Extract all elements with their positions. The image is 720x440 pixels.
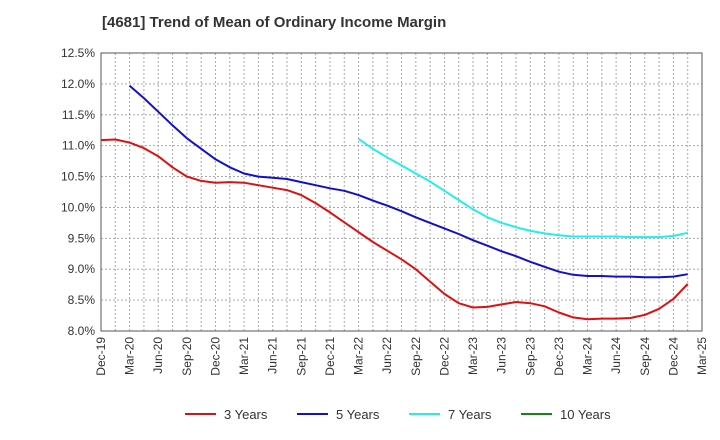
x-tick-label: Mar-23 <box>466 337 480 375</box>
y-tick-label: 8.0% <box>68 324 96 338</box>
series-line <box>128 84 688 279</box>
x-tick-label: Mar-24 <box>581 337 595 375</box>
y-tick-label: 12.5% <box>61 46 95 60</box>
y-tick-label: 9.0% <box>68 262 96 276</box>
x-tick-label: Mar-21 <box>237 337 251 375</box>
x-tick-label: Sep-20 <box>180 337 194 376</box>
x-axis: Dec-19 Mar-20 Jun-20 Sep-20 Dec-20 Mar-21 Jun-… <box>94 337 709 376</box>
y-tick-label: 10.5% <box>61 170 95 184</box>
x-tick-label: Jun-23 <box>495 337 509 374</box>
legend-label: 10 Years <box>560 407 611 422</box>
legend-label: 3 Years <box>224 407 268 422</box>
x-tick-label: Sep-23 <box>523 337 537 376</box>
x-tick-label: Mar-22 <box>352 337 366 375</box>
chart-title: [4681] Trend of Mean of Ordinary Income … <box>102 14 447 31</box>
x-tick-label: Sep-24 <box>638 337 652 376</box>
plot-frame <box>100 52 703 332</box>
x-tick-label: Jun-22 <box>380 337 394 374</box>
x-tick-label: Sep-22 <box>409 337 423 376</box>
series-line <box>100 138 689 321</box>
x-tick-label: Jun-24 <box>609 337 623 374</box>
x-tick-label: Dec-24 <box>666 337 680 376</box>
x-tick-label: Dec-23 <box>552 337 566 376</box>
x-tick-label: Sep-21 <box>294 337 308 376</box>
legend: 3 Years 5 Years 7 Years 10 Years <box>185 407 611 422</box>
y-tick-label: 11.0% <box>62 139 95 153</box>
y-tick-label: 8.5% <box>68 293 96 307</box>
y-tick-label: 9.5% <box>68 231 96 245</box>
x-tick-label: Dec-19 <box>94 337 108 376</box>
legend-label: 5 Years <box>336 407 380 422</box>
x-tick-label: Jun-20 <box>151 337 165 374</box>
legend-label: 7 Years <box>448 407 492 422</box>
series-line <box>358 138 688 239</box>
x-tick-label: Jun-21 <box>266 337 280 374</box>
x-tick-label: Mar-20 <box>123 337 137 375</box>
grid <box>101 53 702 331</box>
y-tick-label: 11.5% <box>62 108 95 122</box>
x-tick-label: Dec-22 <box>437 337 451 376</box>
y-axis: 8.0% 8.5% 9.0% 9.5% 10.0% 10.5% 11.0% 11.5% 12.0… <box>61 46 95 338</box>
y-tick-label: 12.0% <box>61 77 95 91</box>
x-tick-label: Dec-20 <box>208 337 222 376</box>
series-layer <box>100 84 689 321</box>
y-tick-label: 10.0% <box>61 200 95 214</box>
x-tick-label: Dec-21 <box>323 337 337 376</box>
x-tick-label: Mar-25 <box>695 337 709 375</box>
